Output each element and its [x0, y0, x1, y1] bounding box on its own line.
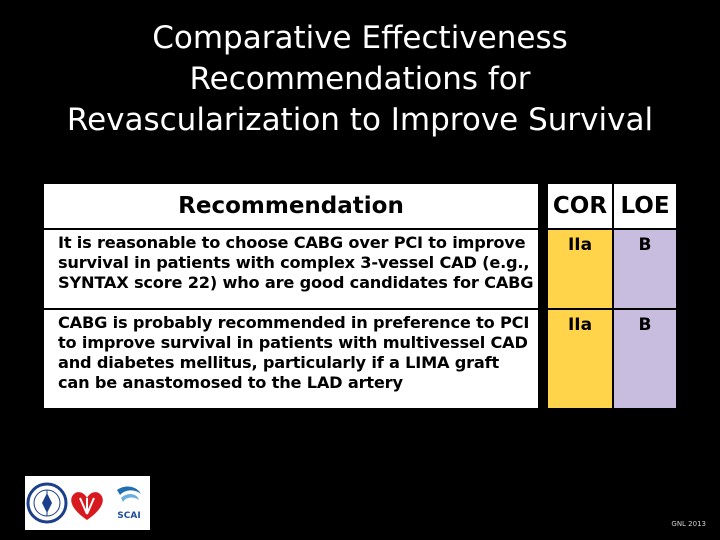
column-gap — [538, 183, 548, 229]
header-cor: COR — [546, 182, 614, 230]
cor-value: IIa — [546, 228, 614, 310]
title-line-2: Recommendations for — [189, 61, 531, 97]
table-row: It is reasonable to choose CABG over PCI… — [42, 228, 678, 310]
table-header-row: Recommendation COR LOE — [42, 182, 678, 230]
recommendation-table: Recommendation COR LOE It is reasonable … — [42, 182, 678, 410]
title-line-1: Comparative Effectiveness — [152, 20, 568, 56]
aha-heart-logo — [71, 492, 103, 520]
footer-text: GNL 2013 — [671, 520, 706, 528]
table-row: CABG is probably recommended in preferen… — [42, 308, 678, 410]
recommendation-text: It is reasonable to choose CABG over PCI… — [42, 228, 540, 310]
title-line-3: Revascularization to Improve Survival — [66, 102, 654, 138]
column-gap — [538, 229, 548, 309]
header-recommendation: Recommendation — [42, 182, 540, 230]
acc-seal-logo — [26, 482, 68, 524]
svg-text:SCAI: SCAI — [117, 511, 140, 521]
recommendation-text: CABG is probably recommended in preferen… — [42, 308, 540, 410]
society-logos: SCAI — [25, 476, 150, 530]
scai-logo: SCAI — [117, 486, 141, 521]
slide-title: Comparative Effectiveness Recommendation… — [0, 18, 720, 141]
loe-value: B — [612, 308, 678, 410]
header-loe: LOE — [612, 182, 678, 230]
column-gap — [538, 309, 548, 409]
cor-value: IIa — [546, 308, 614, 410]
loe-value: B — [612, 228, 678, 310]
